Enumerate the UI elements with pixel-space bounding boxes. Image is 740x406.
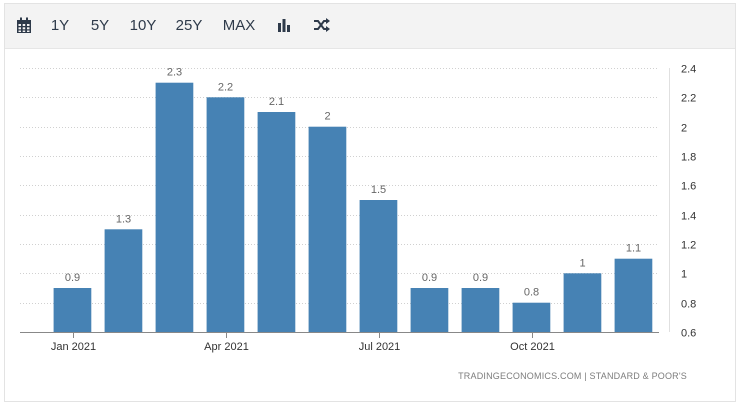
range-10y-button[interactable]: 10Y [129, 17, 157, 34]
data-label: 0.9 [422, 272, 437, 284]
bar [563, 273, 602, 332]
bar [104, 229, 143, 332]
y-tick-label: 1.4 [681, 211, 696, 223]
bar [461, 288, 500, 332]
x-tick-label: Oct 2021 [510, 341, 555, 353]
source-label: TRADINGECONOMICS.COM | STANDARD & POOR'S [458, 371, 687, 381]
range-max-button[interactable]: MAX [222, 17, 256, 34]
bars [53, 82, 653, 332]
data-label: 2.1 [269, 96, 284, 108]
bar [206, 97, 245, 332]
y-tick-label: 1 [681, 269, 687, 281]
data-label: 0.9 [65, 272, 80, 284]
bar-chart-icon[interactable] [277, 19, 291, 37]
x-tick-label: Jan 2021 [51, 341, 96, 353]
bar [53, 288, 92, 332]
range-5y-button[interactable]: 5Y [90, 17, 110, 34]
y-tick-label: 1.8 [681, 152, 696, 164]
bar [614, 258, 653, 332]
y-tick-label: 2 [681, 123, 687, 135]
data-label: 1.1 [626, 243, 641, 255]
x-tick-label: Jul 2021 [359, 341, 401, 353]
data-label: 0.8 [524, 287, 539, 299]
bar [257, 112, 296, 332]
data-label: 1.3 [116, 213, 131, 225]
y-tick-label: 2.4 [681, 64, 696, 76]
calendar-icon[interactable] [16, 17, 32, 39]
bar [155, 82, 194, 332]
bar [359, 200, 398, 332]
data-labels: 0.9 1.3 2.3 2.2 2.1 2 1.5 0.9 0.9 0.8 1 1.1 [65, 67, 641, 299]
data-label: 2 [324, 111, 330, 123]
range-1y-button[interactable]: 1Y [50, 17, 70, 34]
data-label: 1 [579, 257, 585, 269]
bar [308, 126, 347, 332]
bar [512, 302, 551, 332]
data-label: 2.3 [167, 67, 182, 79]
y-tick-label: 2.2 [681, 93, 696, 105]
axes: 0.6 0.8 1 1.2 1.4 1.6 1.8 2 2.2 2.4 Jan 2021 Apr 20… [20, 64, 696, 353]
bar [410, 288, 449, 332]
y-tick-label: 0.8 [681, 299, 696, 311]
y-tick-label: 1.2 [681, 240, 696, 252]
chart-frame: 1Y 5Y 10Y 25Y MAX TRADINGECONOMICS.COM |… [4, 3, 736, 402]
shuffle-icon[interactable] [313, 18, 331, 37]
y-tick-label: 0.6 [681, 328, 696, 340]
data-label: 1.5 [371, 184, 386, 196]
y-tick-label: 1.6 [681, 181, 696, 193]
data-label: 2.2 [218, 81, 233, 93]
x-tick-label: Apr 2021 [204, 341, 249, 353]
chart-toolbar: 1Y 5Y 10Y 25Y MAX [5, 4, 735, 49]
data-label: 0.9 [473, 272, 488, 284]
range-25y-button[interactable]: 25Y [175, 17, 203, 34]
